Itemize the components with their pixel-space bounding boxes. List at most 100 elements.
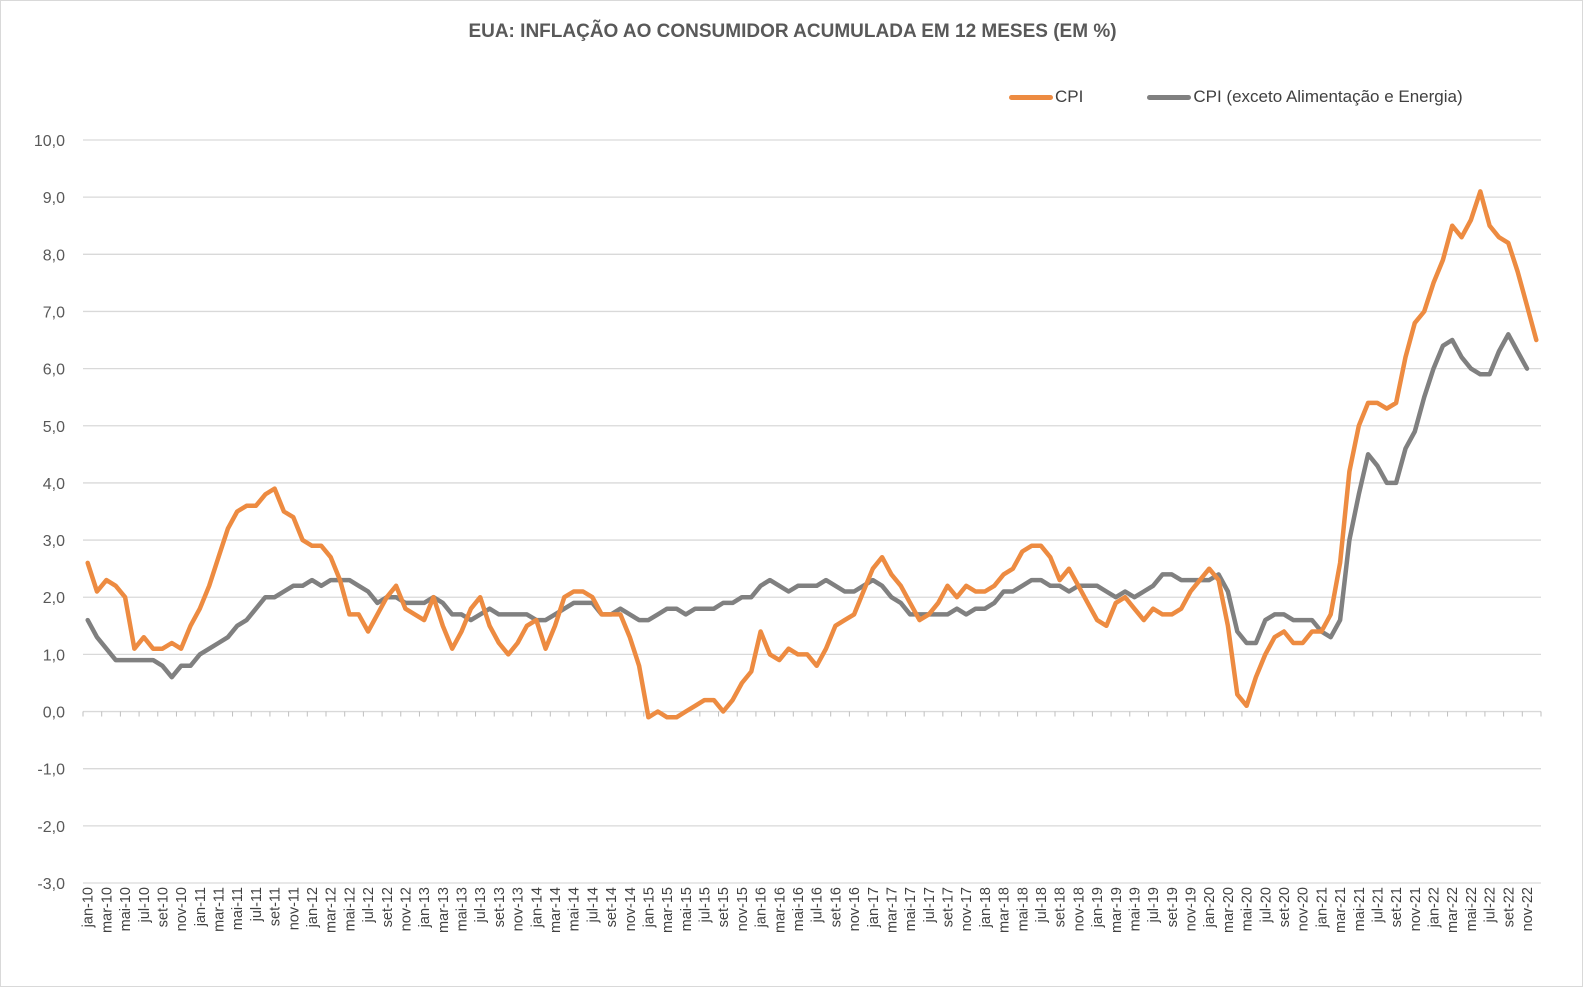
x-tick-label: mar-14 [548, 887, 564, 933]
x-tick-label: nov-19 [1184, 887, 1200, 931]
x-tick-label: set-20 [1277, 887, 1293, 927]
x-tick-label: jul-17 [922, 887, 938, 923]
x-tick-label: set-13 [492, 887, 508, 927]
x-tick-label: mai-11 [230, 887, 246, 930]
x-tick-label: jan-13 [417, 887, 433, 928]
x-tick-label: nov-22 [1520, 887, 1536, 931]
x-tick-label: nov-14 [623, 887, 639, 931]
series-line-cpi [85, 189, 1539, 720]
legend-swatch-cpi [1009, 94, 1053, 100]
chart-title: EUA: INFLAÇÃO AO CONSUMIDOR ACUMULADA EM… [468, 21, 1117, 42]
y-tick-label: 9,0 [43, 190, 65, 207]
x-tick-label: mai-19 [1127, 887, 1143, 931]
y-tick-label: 2,0 [43, 590, 65, 607]
y-tick-label: 10,0 [34, 133, 65, 150]
x-tick-label: jan-15 [641, 887, 657, 928]
x-tick-label: jan-19 [1090, 887, 1106, 928]
x-tick-label: jan-20 [1202, 887, 1218, 928]
x-tick-label: mar-19 [1109, 887, 1125, 933]
x-tick-label: set-19 [1165, 887, 1181, 927]
x-tick-label: nov-18 [1071, 887, 1087, 931]
y-tick-label: -1,0 [37, 762, 65, 779]
x-tick-label: jul-10 [137, 887, 153, 923]
x-tick-label: set-12 [380, 887, 396, 927]
legend-label-core-cpi: CPI (exceto Alimentação e Energia) [1193, 87, 1463, 106]
x-tick-label: nov-20 [1296, 887, 1312, 931]
y-tick-label: -2,0 [37, 819, 65, 836]
y-tick-label: 8,0 [43, 247, 65, 264]
x-tick-label: jul-20 [1258, 887, 1274, 923]
x-tick-label: jan-16 [754, 887, 770, 928]
x-tick-label: mar-12 [324, 887, 340, 933]
x-tick-label: jan-10 [81, 887, 97, 928]
x-tick-label: mai-18 [1015, 887, 1031, 931]
y-tick-label: 3,0 [43, 533, 65, 550]
x-tick-label: mai-17 [903, 887, 919, 931]
x-tick-label: nov-15 [735, 887, 751, 931]
legend-item-core-cpi: CPI (exceto Alimentação e Energia) [1147, 87, 1463, 107]
x-tick-label: mar-17 [884, 887, 900, 933]
y-tick-label: 7,0 [43, 304, 65, 321]
x-tick-label: nov-13 [511, 887, 527, 931]
x-tick-label: jan-22 [1427, 887, 1443, 928]
x-tick-label: nov-12 [398, 887, 414, 931]
x-tick-label: jul-11 [249, 887, 265, 922]
x-tick-label: set-17 [941, 887, 957, 927]
x-tick-label: nov-16 [847, 887, 863, 931]
x-tick-label: jul-15 [698, 887, 714, 923]
x-tick-label: set-14 [604, 887, 620, 927]
x-tick-label: mar-22 [1445, 887, 1461, 933]
x-tick-label: jan-14 [529, 887, 545, 928]
x-tick-label: set-10 [155, 887, 171, 927]
x-tick-label: set-18 [1053, 887, 1069, 927]
x-tick-label: mai-12 [342, 887, 358, 931]
x-tick-label: mai-22 [1464, 887, 1480, 931]
legend-label-cpi: CPI [1055, 87, 1084, 106]
x-tick-label: jan-21 [1314, 887, 1330, 928]
x-tick-label: mar-18 [997, 887, 1013, 933]
x-tick-label: mar-20 [1221, 887, 1237, 933]
x-tick-label: mar-10 [99, 887, 115, 933]
x-tick-label: set-16 [828, 887, 844, 927]
x-tick-label: set-21 [1389, 887, 1405, 927]
x-tick-label: nov-21 [1408, 887, 1424, 931]
legend: CPI CPI (exceto Alimentação e Energia) [1009, 87, 1527, 107]
x-tick-label: mai-20 [1240, 887, 1256, 931]
x-tick-label: mar-11 [212, 887, 228, 932]
x-tick-label: set-22 [1501, 887, 1517, 927]
y-tick-label: 1,0 [43, 647, 65, 664]
x-tick-label: mar-15 [660, 887, 676, 933]
x-tick-label: mai-14 [567, 887, 583, 931]
x-tick-label: nov-17 [959, 887, 975, 931]
y-tick-label: 4,0 [43, 476, 65, 493]
x-tick-label: jul-16 [810, 887, 826, 923]
x-tick-label: mar-21 [1333, 887, 1349, 933]
x-tick-label: jul-18 [1034, 887, 1050, 923]
legend-swatch-core-cpi [1147, 94, 1192, 100]
y-tick-label: 5,0 [43, 419, 65, 436]
x-tick-label: jul-19 [1146, 887, 1162, 923]
x-tick-label: mai-13 [455, 887, 471, 931]
x-tick-label: mai-10 [118, 887, 134, 931]
x-tick-label: jul-21 [1370, 887, 1386, 923]
x-tick-label: set-11 [268, 887, 284, 926]
x-tick-label: mar-13 [436, 887, 452, 933]
y-tick-label: 6,0 [43, 362, 65, 379]
x-tick-label: nov-10 [174, 887, 190, 931]
legend-item-cpi: CPI [1009, 87, 1083, 107]
x-tick-label: jan-11 [193, 887, 209, 927]
x-tick-label: set-15 [716, 887, 732, 927]
x-tick-label: jul-12 [361, 887, 377, 923]
x-tick-label: mai-16 [791, 887, 807, 931]
x-tick-label: jan-18 [978, 887, 994, 928]
x-tick-label: jul-13 [473, 887, 489, 923]
x-tick-label: jan-12 [305, 887, 321, 928]
y-tick-label: -3,0 [37, 876, 65, 893]
x-tick-label: jan-17 [866, 887, 882, 928]
x-tick-label: jul-22 [1483, 887, 1499, 923]
x-tick-label: nov-11 [286, 887, 302, 930]
x-tick-label: jul-14 [585, 887, 601, 923]
x-tick-label: mai-15 [679, 887, 695, 931]
